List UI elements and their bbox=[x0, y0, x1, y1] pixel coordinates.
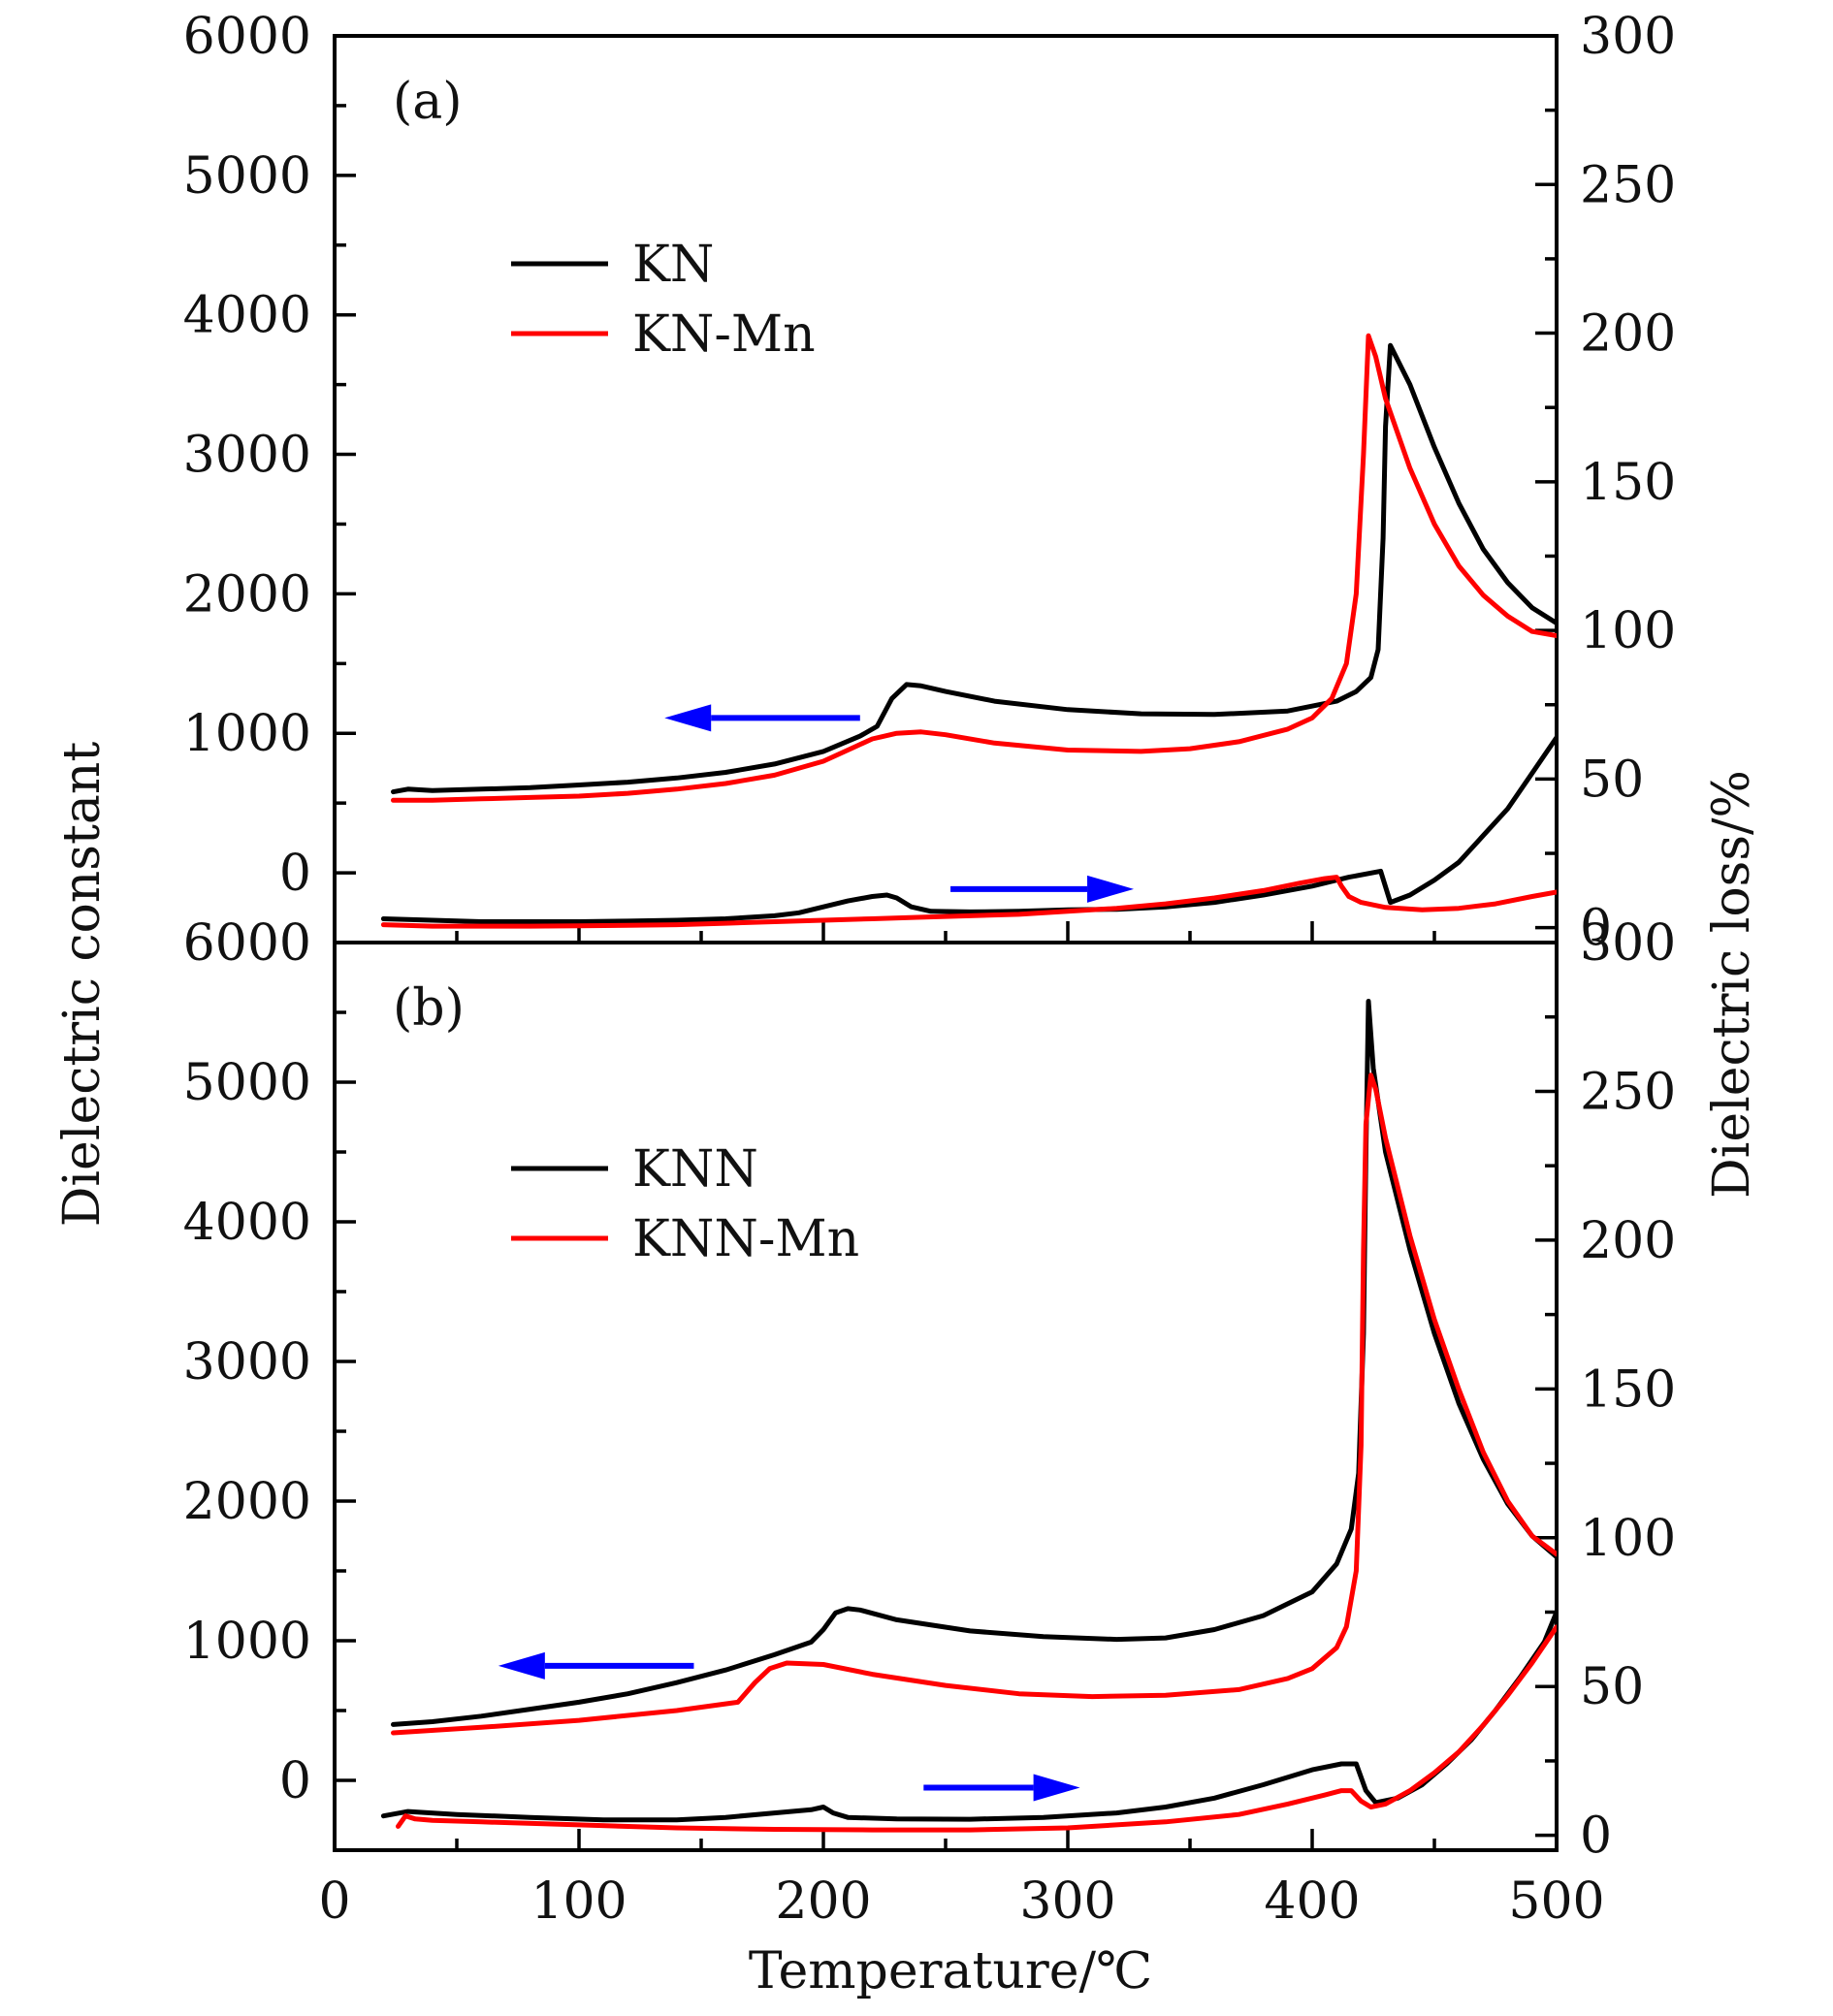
series-line-knn-constant bbox=[391, 999, 1557, 1727]
x-tick-label: 500 bbox=[1508, 1872, 1604, 1931]
y-axis-title-right: Dielectric loss/% bbox=[1703, 770, 1761, 1199]
series-line-knn-mn-constant bbox=[391, 1072, 1557, 1736]
y-tick-label-left: 2000 bbox=[183, 1473, 311, 1531]
x-tick-label: 100 bbox=[531, 1872, 627, 1931]
panel-b: 0 100 200 300 400 500010002000300040005000600… bbox=[183, 914, 1677, 1931]
series-line-kn-constant bbox=[391, 342, 1557, 795]
y-tick-label-right: 0 bbox=[1580, 900, 1612, 958]
legend-label: KNN bbox=[632, 1140, 758, 1199]
y-tick-label-left: 6000 bbox=[183, 914, 311, 973]
y-tick-label-left: 5000 bbox=[183, 1054, 311, 1112]
series-line-knn-mn-loss bbox=[396, 1624, 1557, 1833]
y-tick-label-left: 3000 bbox=[183, 1333, 311, 1392]
y-tick-label-left: 0 bbox=[279, 845, 311, 903]
y-tick-label-left: 6000 bbox=[183, 8, 311, 66]
annotation-arrow-head bbox=[498, 1651, 545, 1680]
plot-frame bbox=[333, 34, 1559, 944]
y-tick-label-left: 3000 bbox=[183, 427, 311, 485]
y-tick-label-right: 300 bbox=[1580, 914, 1676, 973]
panel-label: (b) bbox=[393, 979, 465, 1038]
y-tick-label-left: 2000 bbox=[183, 565, 311, 624]
y-tick-label-right: 250 bbox=[1580, 1063, 1676, 1121]
y-tick-label-right: 150 bbox=[1580, 454, 1676, 512]
annotation-arrow-head bbox=[1087, 875, 1135, 903]
y-tick-label-right: 0 bbox=[1580, 1808, 1612, 1866]
y-axis-title-left: Dielectric constant bbox=[53, 742, 112, 1228]
series-line-kn-mn-loss bbox=[380, 875, 1557, 929]
panel-label: (a) bbox=[393, 73, 463, 131]
series-line-kn-loss bbox=[380, 735, 1557, 924]
x-tick-label: 300 bbox=[1019, 1872, 1115, 1931]
annotation-arrow-head bbox=[1033, 1774, 1080, 1802]
y-tick-label-right: 300 bbox=[1580, 8, 1676, 66]
y-tick-label-right: 200 bbox=[1580, 305, 1676, 364]
x-tick-label: 0 bbox=[318, 1872, 350, 1931]
x-axis-title: Temperature/℃ bbox=[749, 1942, 1152, 2000]
y-tick-label-left: 4000 bbox=[183, 1194, 311, 1252]
y-tick-label-right: 100 bbox=[1580, 602, 1676, 660]
annotation-arrow-head bbox=[664, 704, 712, 732]
y-tick-label-left: 0 bbox=[279, 1752, 311, 1810]
x-tick-label: 200 bbox=[775, 1872, 871, 1931]
y-tick-label-right: 50 bbox=[1580, 1658, 1644, 1716]
y-tick-label-right: 250 bbox=[1580, 156, 1676, 214]
x-tick-label: 400 bbox=[1264, 1872, 1360, 1931]
panel-a: 0 1000 2000 3000 4000 5000 6000 0 50 100 150 200 250… bbox=[183, 8, 1677, 958]
y-tick-label-left: 1000 bbox=[183, 1613, 311, 1671]
y-tick-label-left: 4000 bbox=[183, 287, 311, 345]
y-tick-label-left: 5000 bbox=[183, 147, 311, 206]
y-tick-label-right: 100 bbox=[1580, 1510, 1676, 1568]
legend-label: KN-Mn bbox=[632, 305, 816, 364]
y-tick-label-right: 50 bbox=[1580, 751, 1644, 809]
y-tick-label-right: 200 bbox=[1580, 1212, 1676, 1270]
legend-label: KNN-Mn bbox=[632, 1210, 859, 1268]
y-tick-label-left: 1000 bbox=[183, 705, 311, 763]
y-tick-label-right: 150 bbox=[1580, 1360, 1676, 1419]
series-line-kn-mn-constant bbox=[391, 333, 1557, 803]
legend-label: KN bbox=[632, 236, 714, 294]
